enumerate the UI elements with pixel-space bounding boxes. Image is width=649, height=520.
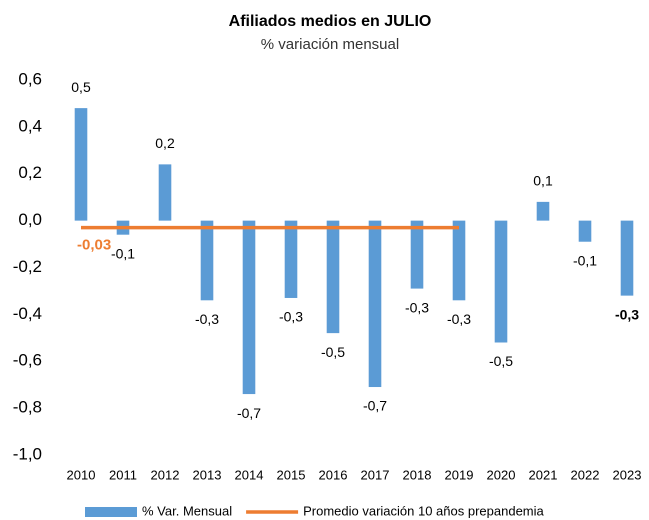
line-label: -0,03 [77, 237, 111, 254]
data-label: 0,5 [71, 79, 91, 95]
x-tick-label: 2012 [151, 467, 180, 482]
x-tick-label: 2014 [235, 467, 264, 482]
x-tick-label: 2013 [193, 467, 222, 482]
bar [494, 220, 508, 343]
x-tick-label: 2018 [403, 467, 432, 482]
x-tick-label: 2020 [487, 467, 516, 482]
y-tick-label: -0,4 [13, 304, 42, 323]
x-tick-label: 2011 [109, 467, 137, 482]
x-tick-label: 2017 [361, 467, 390, 482]
data-label: -0,7 [237, 405, 261, 421]
x-tick-label: 2010 [67, 467, 96, 482]
data-label: -0,3 [405, 299, 429, 315]
data-label: 0,2 [155, 135, 175, 151]
y-tick-label: -1,0 [13, 444, 42, 463]
y-tick-label: -0,8 [13, 398, 42, 417]
y-tick-label: -0,2 [13, 257, 42, 276]
x-tick-label: 2016 [319, 467, 348, 482]
bar [158, 164, 172, 221]
data-label: -0,3 [447, 311, 471, 327]
data-label: 0,1 [533, 173, 553, 189]
bar [326, 220, 340, 334]
x-tick-label: 2019 [445, 467, 474, 482]
bar [620, 220, 634, 296]
x-tick-label: 2015 [277, 467, 306, 482]
y-tick-label: 0,0 [18, 210, 42, 229]
x-tick-label: 2023 [613, 467, 642, 482]
legend-label: Promedio variación 10 años prepandemia [303, 503, 544, 518]
chart-title: Afiliados medios en JULIO [229, 13, 432, 30]
bar [452, 220, 466, 301]
y-tick-label: -0,6 [13, 351, 42, 370]
data-label: -0,3 [615, 306, 639, 322]
bar [410, 220, 424, 289]
bar [242, 220, 256, 395]
legend-swatch [85, 507, 137, 517]
data-label: -0,7 [363, 398, 387, 414]
bar [368, 220, 382, 388]
y-tick-label: 0,4 [18, 116, 42, 135]
data-label: -0,1 [111, 245, 135, 261]
bar [74, 108, 88, 221]
x-tick-label: 2022 [571, 467, 600, 482]
x-tick-label: 2021 [529, 467, 558, 482]
bar [284, 220, 298, 298]
data-label: -0,5 [489, 353, 513, 369]
data-label: -0,3 [279, 309, 303, 325]
bar [536, 201, 550, 221]
y-tick-label: 0,2 [18, 163, 42, 182]
bar [200, 220, 214, 301]
y-tick-label: 0,6 [18, 69, 42, 88]
data-label: -0,5 [321, 344, 345, 360]
data-label: -0,1 [573, 252, 597, 268]
chart-subtitle: % variación mensual [261, 36, 399, 53]
bar [578, 220, 592, 242]
legend-label: % Var. Mensual [142, 503, 232, 518]
data-label: -0,3 [195, 311, 219, 327]
